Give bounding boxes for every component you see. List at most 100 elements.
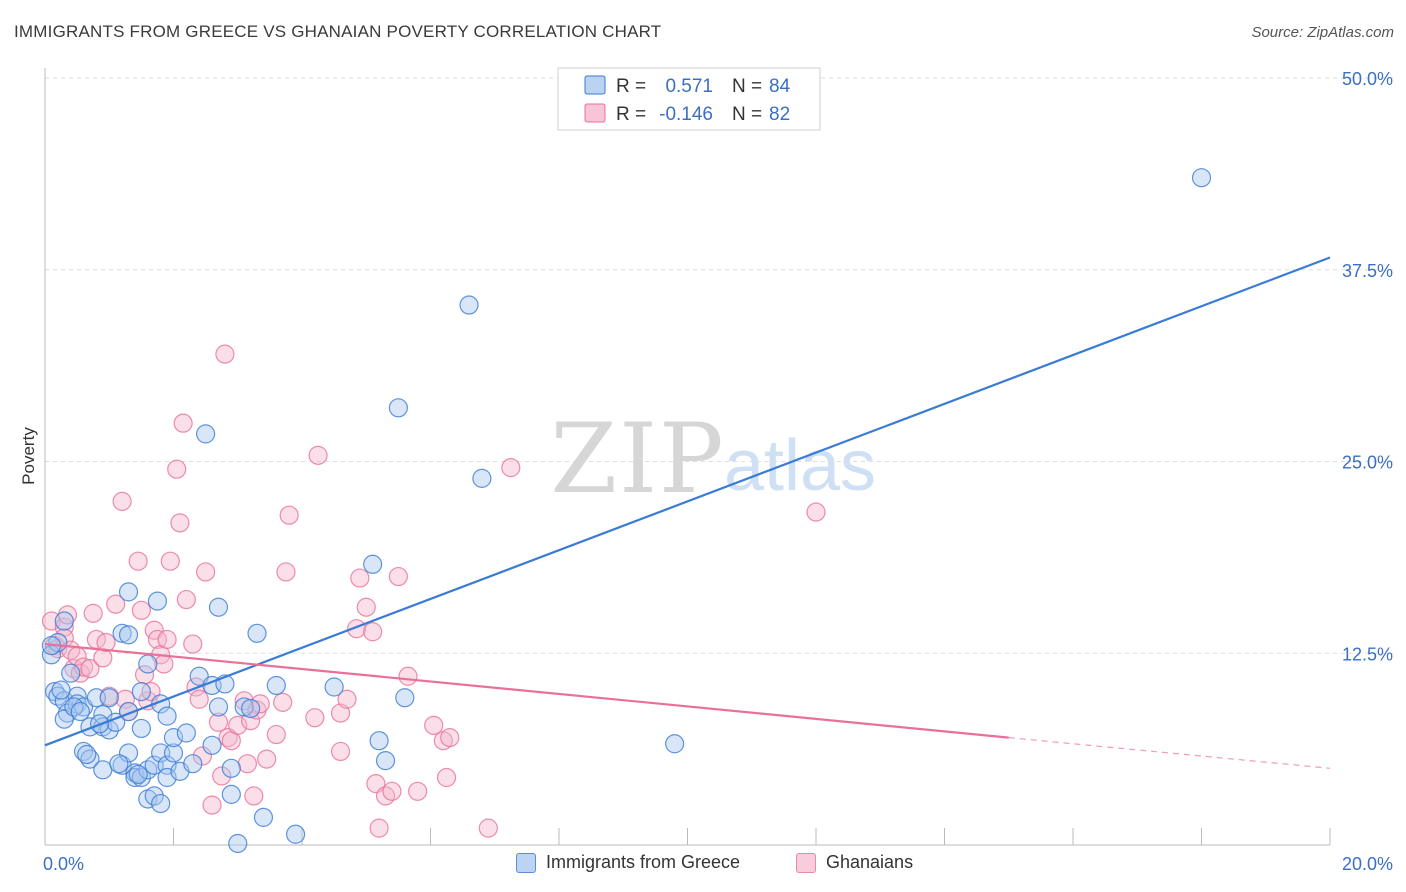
point-blue-54 <box>208 697 229 717</box>
axes-layer <box>44 68 1331 846</box>
point-pink-33 <box>170 513 190 533</box>
legend-r-label-2: R = <box>616 104 646 125</box>
point-pink-53 <box>250 694 270 714</box>
point-blue-2 <box>54 611 74 631</box>
point-pink-11 <box>80 658 100 679</box>
point-pink-55 <box>266 724 286 745</box>
point-blue-41 <box>151 793 171 814</box>
point-blue-64 <box>324 677 344 697</box>
y-axis-title: Poverty <box>19 427 38 485</box>
correlation-legend: R = 0.571 N = 84 R = -0.146 N = 82 <box>557 67 821 131</box>
point-pink-43 <box>212 766 232 786</box>
point-blue-56 <box>221 758 241 778</box>
point-pink-71 <box>388 566 408 587</box>
point-blue-77 <box>70 701 90 722</box>
point-pink-21 <box>128 551 148 571</box>
series-legend: Immigrants from Greece Ghanaians <box>0 852 1406 878</box>
point-pink-73 <box>408 781 428 801</box>
point-blue-31 <box>131 718 151 739</box>
point-pink-70 <box>382 781 402 801</box>
point-blue-81 <box>128 764 148 785</box>
point-blue-82 <box>183 754 203 774</box>
point-pink-60 <box>308 445 328 465</box>
point-pink-67 <box>363 622 383 642</box>
y-tick-label-3: 50.0% <box>1342 69 1393 89</box>
point-pink-36 <box>183 634 203 654</box>
y-tick-label-0: 12.5% <box>1342 644 1393 664</box>
point-pink-44 <box>215 344 235 364</box>
point-blue-22 <box>112 623 132 643</box>
point-pink-18 <box>112 491 132 511</box>
point-pink-17 <box>106 594 126 614</box>
point-blue-8 <box>61 663 81 683</box>
point-pink-65 <box>350 568 370 588</box>
point-pink-59 <box>305 708 325 728</box>
point-blue-32 <box>131 767 151 788</box>
point-blue-71 <box>472 468 492 488</box>
point-pink-29 <box>154 654 174 674</box>
point-blue-62 <box>266 675 286 696</box>
point-blue-52 <box>202 735 222 755</box>
point-blue-61 <box>253 807 274 827</box>
point-pink-77 <box>440 728 460 748</box>
point-blue-45 <box>163 743 184 763</box>
point-blue-38 <box>147 591 168 611</box>
point-pink-41 <box>202 795 222 815</box>
legend-swatch-pink <box>584 103 606 123</box>
legend-n-label-2: N = <box>732 104 762 125</box>
point-blue-69 <box>395 688 415 708</box>
y-tick-label-2: 37.5% <box>1342 261 1393 281</box>
point-pink-15 <box>96 632 116 653</box>
point-pink-81 <box>369 818 389 838</box>
legend-label-ghanaians: Ghanaians <box>826 852 914 872</box>
legend-swatch-ghanaians <box>796 852 816 873</box>
point-blue-27 <box>118 743 139 763</box>
point-pink-35 <box>176 589 196 610</box>
point-blue-60 <box>247 623 267 643</box>
point-blue-25 <box>118 625 139 645</box>
y-tick-label-1: 25.0% <box>1342 453 1393 473</box>
point-blue-58 <box>228 833 248 854</box>
x-tick-label-1: 20.0% <box>1342 854 1393 874</box>
chart-title: IMMIGRANTS FROM GREECE VS GHANAIAN POVER… <box>14 22 662 41</box>
point-blue-16 <box>93 760 113 780</box>
legend-swatch-blue <box>584 75 606 95</box>
legend-r-value-1: 0.571 <box>665 76 713 97</box>
point-blue-48 <box>176 723 196 743</box>
point-pink-19 <box>115 689 135 709</box>
point-pink-12 <box>83 603 103 623</box>
legend-r-label-1: R = <box>616 76 646 97</box>
x-tick-label-0: 0.0% <box>43 854 84 874</box>
point-pink-42 <box>208 712 229 732</box>
point-blue-67 <box>375 751 396 771</box>
point-blue-70 <box>459 295 479 315</box>
point-blue-72 <box>665 734 685 754</box>
point-pink-80 <box>806 502 826 522</box>
point-blue-63 <box>285 824 306 844</box>
trendline-ghanaians <box>44 642 1009 739</box>
trendline-ghanaians-extension <box>1008 737 1331 769</box>
points-greece <box>41 168 1212 854</box>
point-blue-12 <box>73 741 94 762</box>
point-pink-79 <box>501 458 521 478</box>
point-pink-34 <box>173 413 193 433</box>
legend-n-value-2: 82 <box>769 104 790 125</box>
point-blue-80 <box>109 754 129 774</box>
point-pink-30 <box>157 629 177 650</box>
point-pink-74 <box>424 715 444 735</box>
point-blue-42 <box>157 706 177 726</box>
point-blue-65 <box>363 554 383 574</box>
legend-item-greece: Immigrants from Greece <box>516 852 740 873</box>
point-blue-57 <box>221 784 241 804</box>
points-ghanaians <box>41 344 826 838</box>
trendline-greece <box>44 256 1331 747</box>
point-pink-32 <box>167 459 187 479</box>
point-pink-61 <box>330 741 351 762</box>
point-blue-83 <box>241 698 261 719</box>
point-pink-47 <box>228 715 248 735</box>
point-blue-68 <box>388 398 408 418</box>
point-blue-78 <box>77 744 97 765</box>
point-pink-63 <box>337 689 357 709</box>
tick-labels: 12.5% 25.0% 37.5% 50.0% 0.0% 20.0% <box>43 69 1393 874</box>
legend-swatch-greece <box>516 852 536 873</box>
